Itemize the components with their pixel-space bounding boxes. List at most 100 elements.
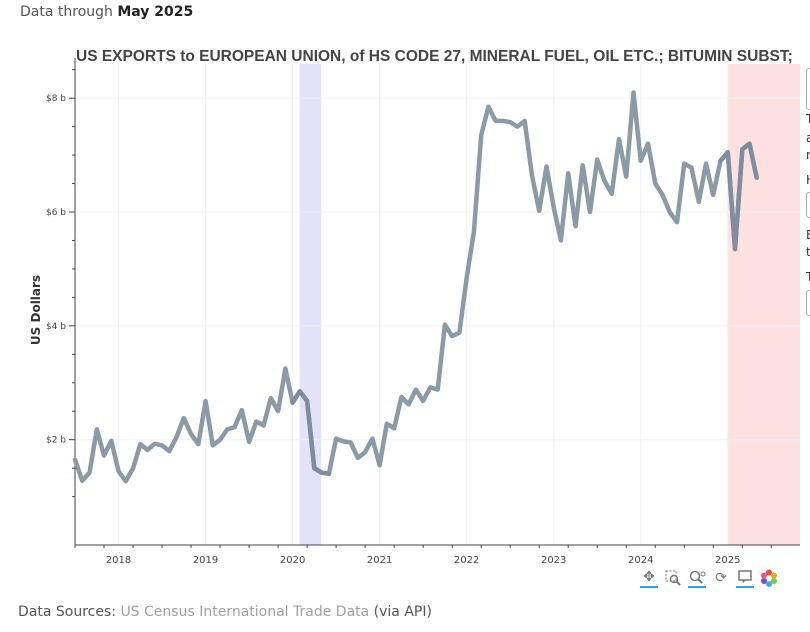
data-point	[690, 166, 694, 170]
data-point	[146, 448, 150, 452]
hover-icon[interactable]	[736, 568, 754, 588]
data-point	[552, 205, 556, 209]
axes	[69, 58, 800, 548]
grid-lines	[75, 64, 800, 545]
highlighted-segment-1	[290, 389, 332, 477]
panel-input-3[interactable]	[806, 290, 810, 316]
data-point	[545, 165, 549, 169]
data-point	[153, 442, 157, 446]
panel-text-7: T	[806, 270, 810, 284]
data-point	[675, 220, 679, 224]
data-point	[428, 385, 432, 389]
data-point	[341, 439, 345, 443]
data-point	[204, 399, 208, 403]
y-tick-label: $8 b	[46, 94, 66, 104]
bokeh-logo-icon[interactable]	[760, 569, 778, 587]
data-point	[356, 456, 360, 460]
data-point	[349, 441, 353, 445]
data-point	[88, 471, 92, 475]
data-point	[80, 479, 84, 483]
data-point	[443, 323, 447, 327]
panel-text-4: H	[806, 173, 810, 187]
data-point	[711, 193, 715, 197]
x-tick-label: 2020	[280, 555, 305, 566]
data-point	[697, 200, 701, 204]
data-point	[167, 449, 171, 453]
y-axis-label: US Dollars	[29, 275, 43, 345]
data-point	[668, 210, 672, 214]
data-point	[704, 162, 708, 166]
chart-container[interactable]: US EXPORTS to EUROPEAN UNION, of HS CODE…	[0, 40, 810, 600]
data-point	[218, 438, 222, 442]
x-tick-label: 2019	[193, 555, 218, 566]
data-through-date: May 2025	[117, 4, 194, 20]
data-point	[95, 427, 99, 431]
data-point	[370, 437, 374, 441]
data-point	[559, 239, 563, 243]
chart-toolbar: ✥ ⟳	[640, 568, 778, 588]
data-point	[196, 442, 200, 446]
reset-icon[interactable]: ⟳	[715, 570, 727, 586]
data-through-label: Data through	[20, 4, 113, 20]
data-point	[225, 427, 229, 431]
shaded-region-2	[727, 64, 800, 545]
data-point	[334, 437, 338, 441]
data-point	[450, 334, 454, 338]
data-point	[566, 171, 570, 175]
box-zoom-icon[interactable]	[664, 569, 682, 587]
data-point	[436, 388, 440, 392]
sources-label: Data Sources:	[18, 604, 116, 620]
data-point	[138, 442, 142, 446]
source-link-census[interactable]: US Census	[120, 604, 195, 620]
panel-input-2[interactable]	[806, 192, 810, 218]
data-point	[109, 439, 113, 443]
data-through-note: Data through May 2025	[20, 4, 193, 20]
data-point	[617, 137, 621, 141]
data-point	[682, 162, 686, 166]
line-chart[interactable]: 2018 2019 2020 2021 2022 2023 2024 2025 $2 b $4 b…	[0, 40, 810, 600]
y-tick-label: $2 b	[46, 436, 66, 446]
data-point	[581, 163, 585, 167]
data-point	[632, 91, 636, 95]
data-point	[233, 425, 237, 429]
data-point	[247, 440, 251, 444]
series-line-1	[72, 90, 759, 484]
shaded-regions	[299, 64, 800, 545]
chart-title: US EXPORTS to EUROPEAN UNION, of HS CODE…	[76, 48, 793, 65]
highlighted-segment-2	[718, 141, 759, 252]
data-point	[189, 432, 193, 436]
data-point	[276, 409, 280, 413]
panel-text-1: T	[806, 112, 810, 126]
data-point	[646, 142, 650, 146]
data-point	[399, 395, 403, 399]
data-point	[392, 426, 396, 430]
data-point	[537, 209, 541, 213]
data-point	[508, 120, 512, 124]
y-tick-label: $6 b	[46, 208, 66, 218]
data-point	[385, 422, 389, 426]
data-sources: Data Sources: US Census International Tr…	[18, 604, 432, 620]
x-tick-label: 2025	[715, 555, 740, 566]
data-point	[515, 125, 519, 129]
data-point	[262, 424, 266, 428]
series-lines	[72, 90, 759, 484]
wheel-zoom-icon[interactable]	[688, 568, 706, 588]
panel-text-5: E	[806, 228, 810, 242]
panel-text-6: t	[806, 245, 810, 259]
data-point	[486, 105, 490, 109]
panel-input-1[interactable]	[806, 68, 810, 110]
x-tick-label: 2021	[367, 555, 392, 566]
source-link-trade[interactable]: International Trade Data	[199, 604, 370, 620]
pan-icon[interactable]: ✥	[640, 568, 658, 588]
data-point	[610, 192, 614, 196]
sources-suffix: (via API)	[373, 604, 432, 620]
tick-labels: 2018 2019 2020 2021 2022 2023 2024 2025 $2 b $4 b…	[46, 94, 741, 566]
data-point	[407, 402, 411, 406]
data-point	[124, 479, 128, 483]
data-point	[240, 408, 244, 412]
x-tick-label: 2018	[106, 555, 131, 566]
data-point	[523, 119, 527, 123]
x-tick-label: 2022	[454, 555, 479, 566]
data-point	[595, 158, 599, 162]
data-point	[530, 173, 534, 177]
